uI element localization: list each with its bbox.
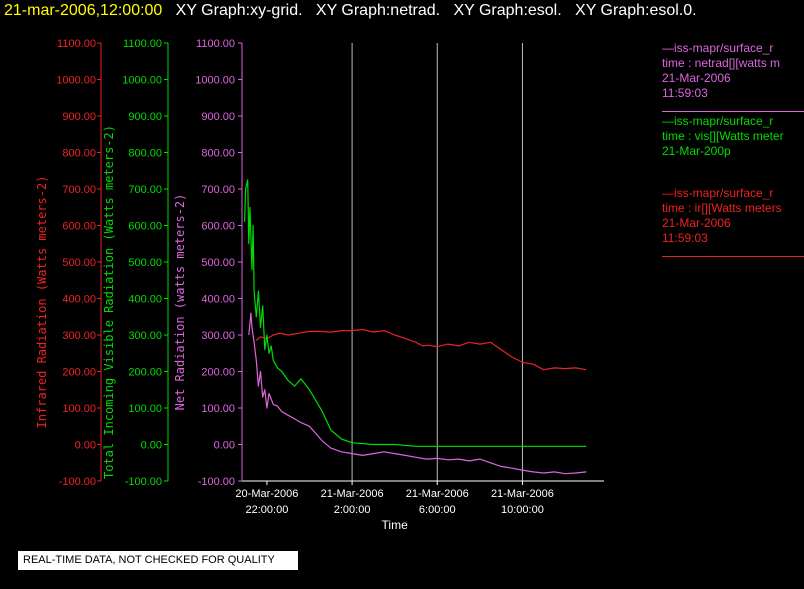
visible-tick-label: 1000.00: [122, 75, 162, 87]
infrared-tick-label: -100.00: [59, 476, 96, 488]
legend-line-4: 11:59:03: [662, 231, 708, 245]
net-tick-label: 100.00: [201, 403, 235, 415]
x-tick-label-time: 22:00:00: [246, 504, 289, 516]
visible-tick-label: 700.00: [128, 184, 162, 196]
infrared-tick-label: 1000.00: [56, 75, 96, 87]
net-tick-label: 300.00: [201, 330, 235, 342]
series-line-ir: [255, 328, 587, 371]
infrared-tick-label: 200.00: [62, 367, 96, 379]
legend-line-2: time : ir[][Watts meters: [662, 201, 782, 215]
header-title-esol-0: XY Graph:esol.0.: [575, 2, 697, 19]
net-tick-label: 500.00: [201, 257, 235, 269]
visible-tick-label: 900.00: [128, 111, 162, 123]
legend-line-1: —iss-mapr/surface_r: [662, 114, 774, 128]
net-tick-label: 800.00: [201, 148, 235, 160]
legend-separator: [662, 256, 804, 257]
infrared-axis: -100.00 0.00 100.00 200.00 300.00 400.00 500.0…: [35, 38, 102, 488]
legend-line-2: time : vis[][Watts meter: [662, 129, 784, 143]
visible-tick-label: 500.00: [128, 257, 162, 269]
visible-tick-label: 1100.00: [123, 38, 162, 50]
net-tick-label: 1000.00: [195, 75, 235, 87]
legend-separator: [662, 111, 804, 112]
series-line-netrad: [248, 312, 587, 475]
legend-line-4: 11:59:03: [662, 86, 708, 100]
header-title-esol: XY Graph:esol.: [453, 2, 562, 19]
x-tick-label-date: 21-Mar-2006: [406, 488, 469, 500]
legend-entry-vis: —iss-mapr/surface_r time : vis[][Watts m…: [662, 114, 804, 186]
x-tick-label-date: 21-Mar-2006: [321, 488, 384, 500]
legend-entry-ir: —iss-mapr/surface_r time : ir[][Watts me…: [662, 186, 804, 258]
header-timestamp: 21-mar-2006,12:00:00: [4, 2, 163, 19]
infrared-tick-label: 1100.00: [57, 38, 96, 50]
x-tick-label-date: 21-Mar-2006: [491, 488, 554, 500]
infrared-axis-title: Infrared Radiation (Watts meters-2): [35, 176, 49, 429]
legend-line-1: —iss-mapr/surface_r: [662, 41, 774, 55]
header-title-netrad: XY Graph:netrad.: [315, 2, 441, 19]
net-axis: -100.00 0.00 100.00 200.00 300.00 400.00 500.0…: [173, 38, 243, 488]
infrared-tick-label: 300.00: [62, 330, 96, 342]
visible-tick-label: 800.00: [128, 148, 162, 160]
x-axis-title: Time: [382, 518, 409, 532]
infrared-tick-label: 400.00: [62, 294, 96, 306]
legend-line-3: 21-Mar-2006: [662, 71, 731, 85]
x-tick-label-time: 6:00:00: [419, 504, 456, 516]
quality-notice: REAL-TIME DATA, NOT CHECKED FOR QUALITY: [18, 551, 298, 570]
infrared-tick-label: 600.00: [62, 221, 96, 233]
net-axis-title: Net Radiation (watts meters-2): [173, 194, 187, 411]
header-title-xy-grid: XY Graph:xy-grid.: [175, 2, 303, 19]
legend-entry-netrad: —iss-mapr/surface_r time : netrad[][watt…: [662, 41, 804, 113]
chart-header: 21-mar-2006,12:00:00 XY Graph:xy-grid. X…: [4, 2, 697, 20]
legend-line-3: 21-Mar-2006: [662, 216, 731, 230]
infrared-tick-label: 100.00: [62, 403, 96, 415]
visible-tick-label: 400.00: [128, 294, 162, 306]
visible-axis: -100.00 0.00 100.00 200.00 300.00 400.00 500.0…: [102, 38, 169, 488]
infrared-tick-label: 500.00: [62, 257, 96, 269]
net-tick-label: 600.00: [201, 221, 235, 233]
net-tick-label: 1100.00: [196, 38, 235, 50]
x-tick-label-time: 2:00:00: [334, 504, 371, 516]
infrared-tick-label: 0.00: [75, 440, 96, 452]
net-tick-label: 900.00: [201, 111, 235, 123]
visible-tick-label: 200.00: [128, 367, 162, 379]
visible-tick-label: 300.00: [128, 330, 162, 342]
visible-tick-label: -100.00: [125, 476, 162, 488]
visible-tick-label: 0.00: [141, 440, 162, 452]
infrared-tick-label: 700.00: [62, 184, 96, 196]
x-tick-label-time: 10:00:00: [501, 504, 544, 516]
net-tick-label: -100.00: [198, 476, 235, 488]
visible-tick-label: 100.00: [128, 403, 162, 415]
net-tick-label: 400.00: [201, 294, 235, 306]
x-tick-label-date: 20-Mar-2006: [235, 488, 298, 500]
net-tick-label: 700.00: [201, 184, 235, 196]
visible-axis-title: Total Incoming Visible Radiation (Watts …: [102, 125, 116, 479]
infrared-tick-label: 800.00: [62, 148, 96, 160]
legend-line-2: time : netrad[][watts m: [662, 56, 781, 70]
legend-line-1: —iss-mapr/surface_r: [662, 186, 774, 200]
legend-line-3: 21-Mar-200p: [662, 144, 731, 158]
infrared-tick-label: 900.00: [62, 111, 96, 123]
series-line-vis: [244, 179, 587, 447]
net-tick-label: 200.00: [201, 367, 235, 379]
visible-tick-label: 600.00: [128, 221, 162, 233]
net-tick-label: 0.00: [214, 440, 235, 452]
